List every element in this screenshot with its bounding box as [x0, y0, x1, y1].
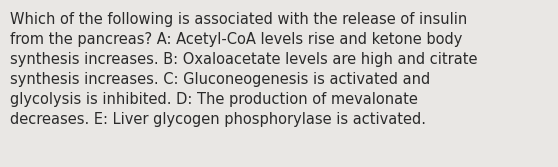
Text: Which of the following is associated with the release of insulin
from the pancre: Which of the following is associated wit… [10, 12, 478, 127]
